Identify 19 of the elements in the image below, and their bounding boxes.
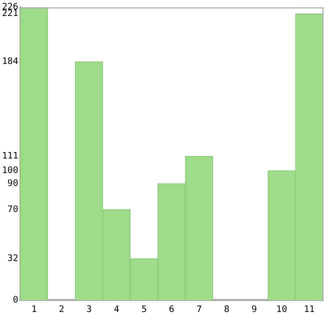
- x-tick-label: 11: [304, 304, 315, 315]
- x-tick-label: 2: [58, 304, 64, 315]
- x-tick-label: 3: [86, 304, 92, 315]
- x-tick-label: 5: [141, 304, 147, 315]
- y-tick-label: 70: [7, 204, 18, 215]
- y-tick-label: 221: [2, 9, 18, 20]
- x-tick-label: 4: [114, 304, 120, 315]
- y-tick-label: 184: [2, 57, 18, 68]
- y-tick-label: 32: [7, 254, 18, 264]
- x-tick-label: 7: [196, 304, 202, 315]
- x-tick-label: 8: [224, 304, 230, 315]
- y-tick-label: 111: [2, 152, 18, 162]
- x-tick-label: 9: [251, 304, 257, 315]
- x-tick-label: 6: [168, 304, 174, 315]
- x-tick-label: 10: [276, 304, 288, 315]
- y-tick-label: 0: [12, 296, 18, 306]
- y-tick-label: 100: [2, 166, 18, 176]
- y-tick-label: 90: [7, 178, 18, 189]
- x-tick-label: 1: [31, 304, 37, 315]
